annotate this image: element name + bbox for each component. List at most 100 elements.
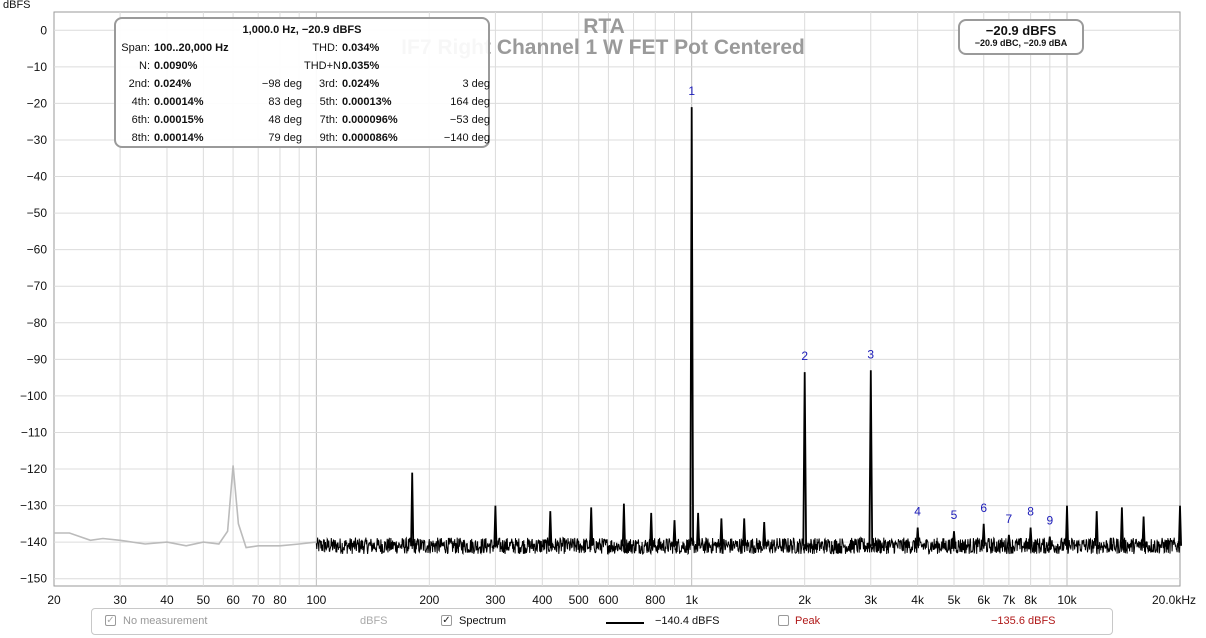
- spectrum-peak: [493, 505, 498, 546]
- x-tick-label: 100: [306, 593, 326, 607]
- info-label: THD:: [312, 42, 338, 54]
- info-value: 0.00014%: [154, 132, 204, 144]
- peak-checkbox[interactable]: [778, 615, 789, 626]
- info-value: 0.0090%: [154, 60, 198, 72]
- info-label: 2nd:: [128, 78, 150, 90]
- info-phase: −98 deg: [261, 78, 302, 90]
- y-tick-label: −110: [21, 425, 47, 439]
- spectrum-peak: [689, 107, 694, 546]
- info-label: THD+N:: [304, 60, 345, 72]
- x-tick-label: 3k: [864, 593, 878, 607]
- spectrum-peak: [915, 527, 920, 546]
- x-tick-label: 1k: [685, 593, 699, 607]
- info-value: 0.000096%: [342, 114, 398, 126]
- info-value: 0.00013%: [342, 96, 392, 108]
- y-tick-label: −80: [27, 316, 48, 330]
- spectrum-swatch: [606, 622, 644, 624]
- x-tick-label: 300: [485, 593, 505, 607]
- x-tick-label: 500: [569, 593, 589, 607]
- x-tick-label: 60: [226, 593, 240, 607]
- x-tick-label: 4k: [911, 593, 925, 607]
- x-tick-label: 50: [197, 593, 211, 607]
- info-value: 0.00015%: [154, 114, 204, 126]
- spectrum-peak: [589, 507, 594, 546]
- info-row: N: 0.0090% THD+N: 0.035%: [116, 60, 488, 74]
- info-value: 100..20,000 Hz: [154, 42, 229, 54]
- y-tick-label: −20: [27, 96, 48, 110]
- info-value: 0.000086%: [342, 132, 398, 144]
- spectrum-peak: [1047, 536, 1052, 546]
- info-phase: 164 deg: [450, 96, 490, 108]
- info-value: 0.024%: [342, 78, 380, 90]
- info-phase: −140 deg: [443, 132, 490, 144]
- y-tick-label: −90: [27, 352, 48, 366]
- chart-title: RTA: [583, 15, 625, 38]
- no-measurement-label: No measurement: [123, 615, 208, 627]
- spectrum-peak: [649, 512, 654, 546]
- spectrum-peak: [1006, 534, 1011, 546]
- level-main: −20.9 dBFS: [985, 23, 1057, 38]
- no-measurement-unit: dBFS: [360, 615, 388, 627]
- harmonic-marker-label: 8: [1027, 505, 1034, 519]
- x-tick-label: 200: [419, 593, 439, 607]
- harmonic-marker-label: 5: [951, 508, 958, 522]
- spectrum-peak: [802, 372, 807, 546]
- peak-value: −135.6 dBFS: [991, 615, 1056, 627]
- info-phase: 79 deg: [268, 132, 302, 144]
- info-value: 0.035%: [342, 60, 380, 72]
- x-tick-label: 10k: [1057, 593, 1077, 607]
- x-tick-label: 8k: [1024, 593, 1038, 607]
- harmonic-marker-label: 4: [914, 505, 921, 519]
- spectrum-label: Spectrum: [459, 615, 507, 627]
- no-measurement-trace: [54, 465, 317, 549]
- y-tick-label: −50: [27, 206, 48, 220]
- harmonic-marker-label: 1: [688, 84, 695, 98]
- spectrum-peak: [1178, 505, 1182, 546]
- spectrum-peak: [1141, 516, 1146, 546]
- spectrum-peak: [952, 531, 956, 546]
- y-tick-label: −120: [20, 462, 47, 476]
- info-label: 5th:: [319, 96, 338, 108]
- y-axis-label: dBFS: [3, 0, 31, 11]
- spectrum-peak: [981, 523, 986, 546]
- spectrum-peak: [672, 520, 677, 546]
- x-tick-label: 2k: [798, 593, 812, 607]
- legend-bar: ✓ No measurement dBFS ✓ Spectrum −140.4 …: [91, 608, 1113, 635]
- spectrum-peak: [410, 472, 415, 546]
- spectrum-peak: [1028, 527, 1033, 546]
- spectrum-peak: [1094, 511, 1099, 546]
- x-tick-labels: 20 30 40 50 60 70 80 100 200 300 400 500 600 800 1k 2k 3…: [47, 593, 1196, 607]
- info-label: Span:: [121, 42, 150, 54]
- spectrum-peak: [719, 518, 724, 546]
- info-row: 8th: 0.00014% 79 deg 9th: 0.000086% −140 deg: [116, 132, 490, 146]
- info-row: Span: 100..20,000 Hz THD: 0.034%: [116, 42, 488, 56]
- y-tick-labels: 0 −10 −20 −30 −40 −50 −60 −70 −80 −90 −100 −110 −120…: [20, 23, 47, 585]
- harmonic-marker-label: 2: [801, 349, 808, 363]
- x-tick-label: 400: [532, 593, 552, 607]
- spectrum-peak: [621, 503, 626, 546]
- harmonic-marker-label: 9: [1046, 514, 1053, 528]
- no-measurement-checkbox[interactable]: ✓: [105, 615, 116, 626]
- info-phase: −53 deg: [449, 114, 490, 126]
- x-tick-label: 7k: [1003, 593, 1017, 607]
- x-tick-label: 40: [160, 593, 174, 607]
- y-tick-label: 0: [40, 23, 47, 37]
- info-row: 4th: 0.00014% 83 deg 5th: 0.00013% 164 deg: [116, 96, 490, 110]
- series-layer: [54, 107, 1182, 556]
- harmonic-marker-label: 7: [1006, 512, 1013, 526]
- info-row: 6th: 0.00015% 48 deg 7th: 0.000096% −53 deg: [116, 114, 490, 128]
- info-value: 0.00014%: [154, 96, 204, 108]
- x-tick-label: 800: [645, 593, 665, 607]
- spectrum-checkbox[interactable]: ✓: [441, 615, 452, 626]
- info-value: 0.034%: [342, 42, 380, 54]
- x-tick-label: 30: [113, 593, 127, 607]
- y-tick-label: −40: [27, 170, 48, 184]
- spectrum-peak: [696, 512, 701, 546]
- info-row: 2nd: 0.024% −98 deg 3rd: 0.024% 3 deg: [116, 78, 490, 92]
- chart-subtitle: IF7 Right Channel 1 W FET Pot Centered: [401, 36, 805, 59]
- spectrum-peak: [1119, 507, 1124, 546]
- harmonic-marker-label: 6: [980, 501, 987, 515]
- y-tick-label: −70: [27, 279, 48, 293]
- info-label: 8th:: [131, 132, 150, 144]
